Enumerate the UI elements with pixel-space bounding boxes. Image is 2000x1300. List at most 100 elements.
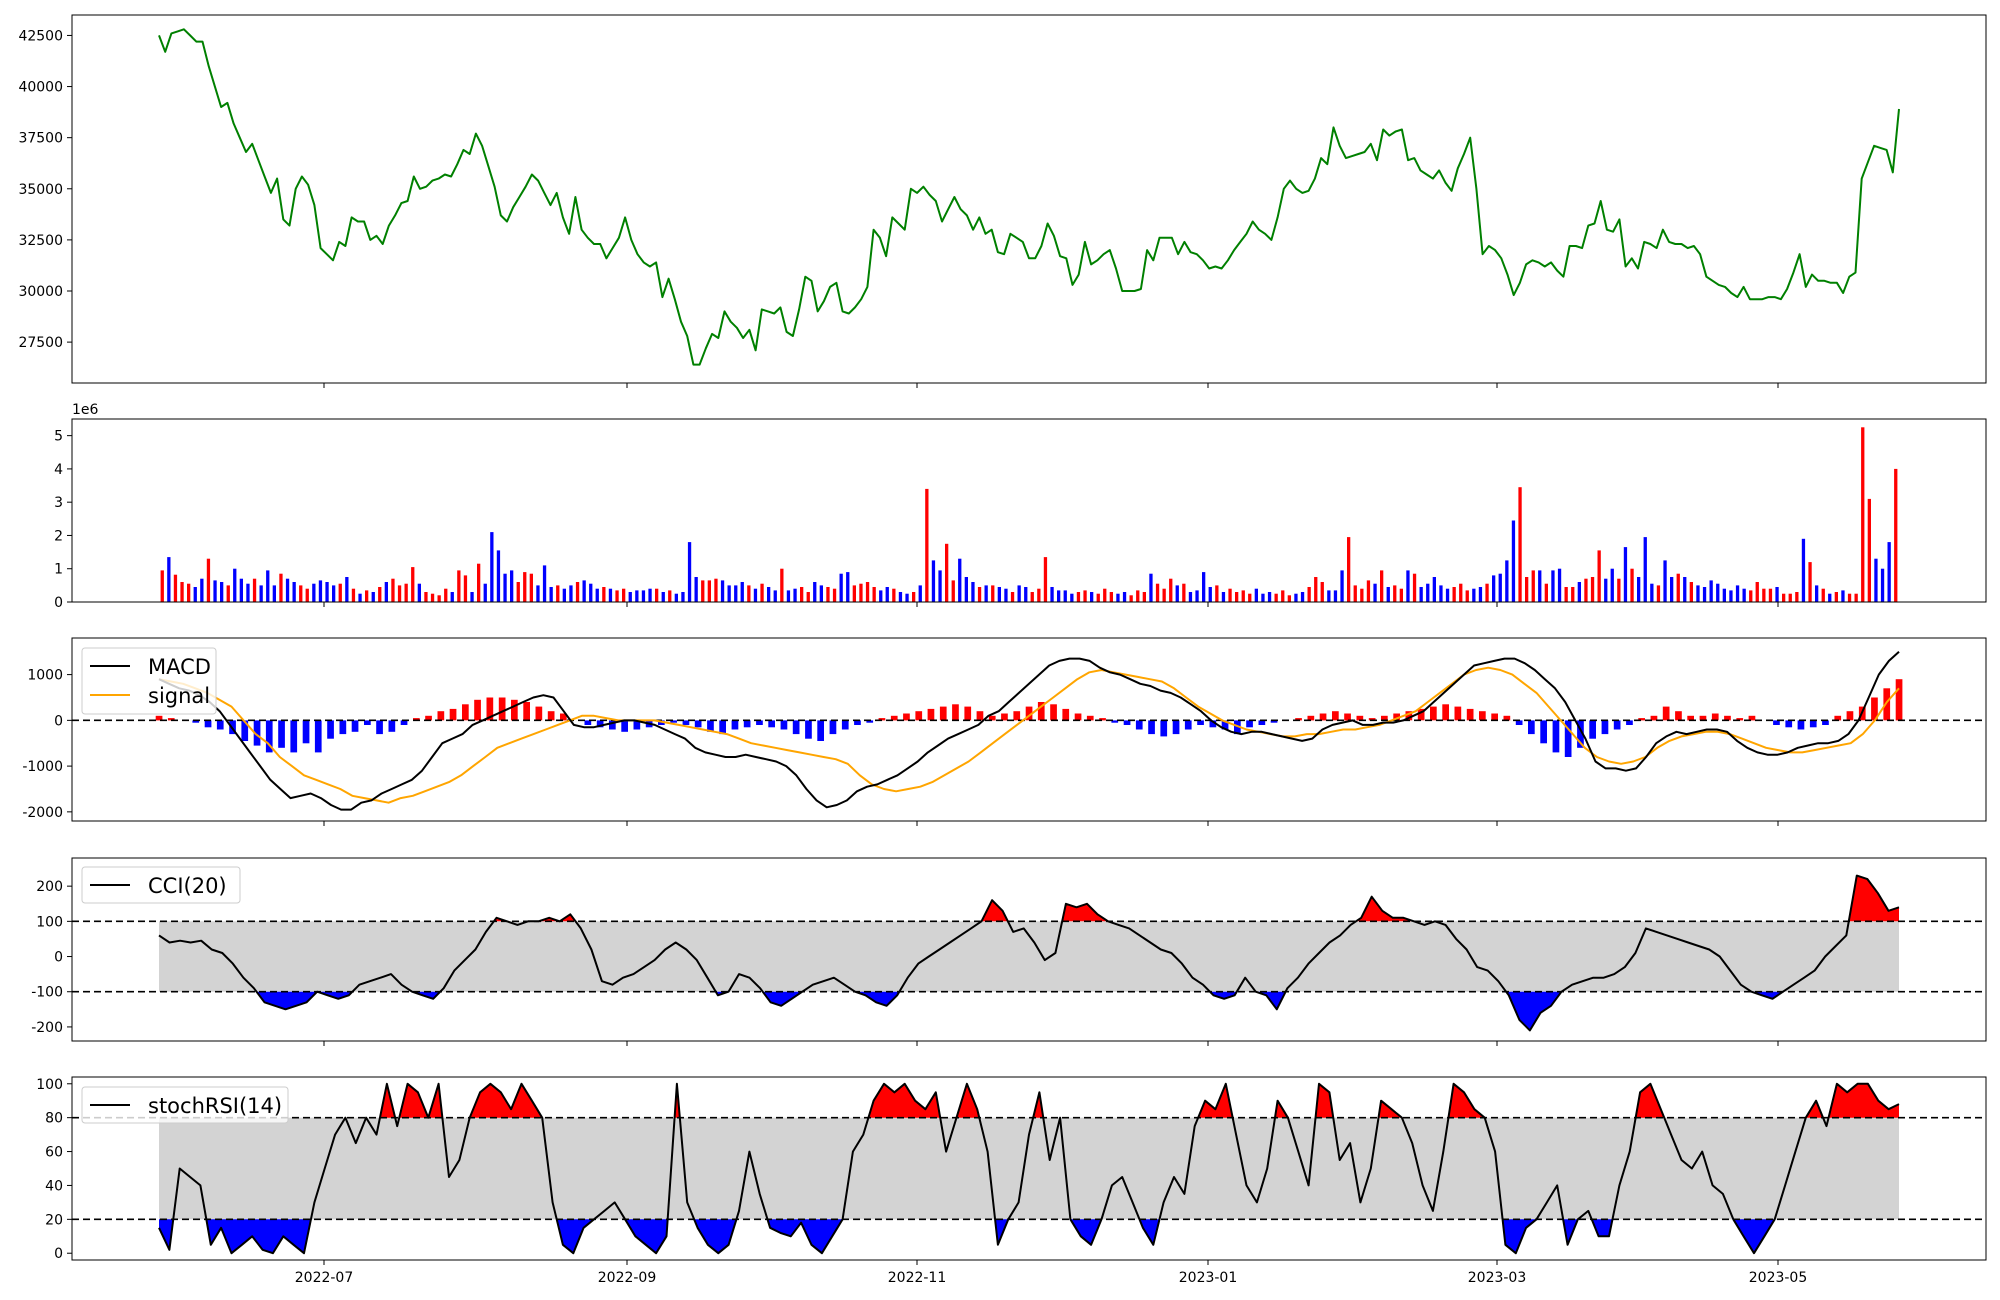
macd-legend: MACD signal (81, 647, 217, 715)
macd-histogram-bar (204, 720, 212, 728)
macd-histogram-bar (792, 720, 800, 735)
macd-histogram-bar (413, 718, 420, 721)
volume-bar (1894, 468, 1898, 602)
volume-bar (1004, 588, 1008, 602)
volume-bar (305, 588, 309, 602)
volume-bar (687, 542, 692, 602)
volume-bar (1300, 592, 1305, 602)
macd-histogram-bar (1050, 704, 1057, 721)
macd-histogram-bar (854, 720, 861, 725)
macd-histogram-bar (1258, 720, 1266, 725)
volume-bar (1373, 583, 1377, 602)
stochrsi-legend-box (81, 1086, 289, 1124)
volume-bar (1617, 578, 1621, 602)
macd-histogram-bar (1184, 720, 1192, 730)
volume-bar (1109, 592, 1113, 602)
volume-bar (1604, 578, 1608, 602)
volume-bar (1347, 537, 1351, 602)
volume-bar (938, 570, 942, 602)
cci-panel: -200 -100 0 100 200 CCI(20) (31, 857, 1987, 1046)
x-tick-label: 2023-05 (1749, 1270, 1808, 1286)
volume-bar (1393, 585, 1397, 602)
volume-bar (549, 587, 553, 602)
cci-legend-label: CCI(20) (148, 874, 227, 898)
volume-bar (213, 580, 217, 602)
macd-histogram-bar (216, 720, 224, 730)
cci-oversold-fill (1506, 991, 1562, 1031)
volume-bar (1228, 588, 1232, 602)
volume-bar (714, 578, 718, 602)
volume-bar (931, 560, 936, 602)
volume-bar (1551, 570, 1555, 602)
macd-ytick-label: 0 (54, 713, 63, 729)
volume-bar (1775, 587, 1779, 602)
macd-histogram-bar (241, 720, 249, 741)
price-ytick-label: 32500 (18, 233, 63, 249)
macd-histogram-bar (829, 720, 837, 735)
stochrsi-overbought-fill (956, 1083, 980, 1118)
macd-ytick-label: 1000 (27, 668, 63, 684)
macd-histogram-bar (1001, 713, 1008, 721)
macd-histogram-bar (1895, 679, 1903, 721)
volume-bar (615, 590, 619, 602)
price-panel: 27500 30000 32500 35000 37500 40000 42500 (18, 14, 1987, 388)
cci-overbought-fill (1355, 896, 1414, 922)
volume-bar (285, 578, 290, 602)
volume-bar (832, 588, 837, 602)
volume-bar (1432, 577, 1436, 602)
volume-bar (1103, 588, 1107, 602)
volume-bar (1208, 587, 1212, 602)
x-tick-label: 2023-03 (1468, 1270, 1527, 1286)
stochrsi-oversold-fill (556, 1219, 594, 1254)
volume-bar (793, 588, 797, 602)
macd-histogram-bar (707, 720, 714, 732)
volume-bar (444, 588, 448, 602)
macd-histogram-bar (278, 720, 285, 748)
volume-bar (964, 577, 968, 602)
macd-histogram-bar (658, 720, 665, 725)
signal-line (158, 666, 1900, 804)
volume-bar (1465, 590, 1469, 602)
macd-histogram-bar (474, 699, 481, 721)
volume-bar (1452, 587, 1456, 602)
volume-bar (1841, 590, 1845, 602)
volume-bar (542, 565, 547, 602)
volume-bar (997, 587, 1001, 602)
volume-bar (958, 558, 962, 602)
macd-histogram-bar (1295, 718, 1302, 721)
stochrsi-overbought-fill (1635, 1083, 1665, 1118)
volume-bar (1492, 575, 1496, 602)
volume-bar (371, 592, 375, 602)
macd-histogram-bar (1699, 715, 1707, 721)
macd-histogram-bar (841, 720, 849, 730)
macd-histogram-bar (1466, 708, 1474, 721)
volume-bar (951, 580, 955, 602)
volume-bar (1709, 580, 1713, 602)
cci-line (158, 874, 1900, 1032)
volume-bar (187, 583, 191, 602)
volume-bar (1821, 588, 1825, 602)
macd-histogram-bar (1601, 720, 1609, 735)
volume-bar (450, 592, 454, 602)
macd-histogram-bar (866, 720, 874, 723)
macd-histogram-bar (1479, 711, 1486, 721)
volume-bar (1149, 573, 1153, 602)
volume-bar (1702, 587, 1707, 602)
volume-bar (635, 590, 639, 602)
volume-bar (318, 580, 323, 602)
stochrsi-overbought-fill (1448, 1083, 1485, 1118)
stochrsi-overbought-fill (399, 1083, 429, 1118)
volume-bar (1505, 560, 1509, 602)
volume-bar (668, 590, 672, 602)
volume-bar (1788, 593, 1792, 602)
volume-bar (582, 580, 586, 602)
volume-bar (786, 590, 791, 602)
volume-bar (734, 585, 738, 602)
volume-bar (1307, 587, 1311, 602)
volume-bar (1650, 583, 1654, 602)
volume-bar (1683, 577, 1687, 602)
macd-histogram-bar (1135, 720, 1143, 730)
volume-ytick-label: 4 (54, 462, 63, 478)
volume-bar (477, 563, 481, 602)
macd-histogram-bar (1638, 718, 1645, 721)
